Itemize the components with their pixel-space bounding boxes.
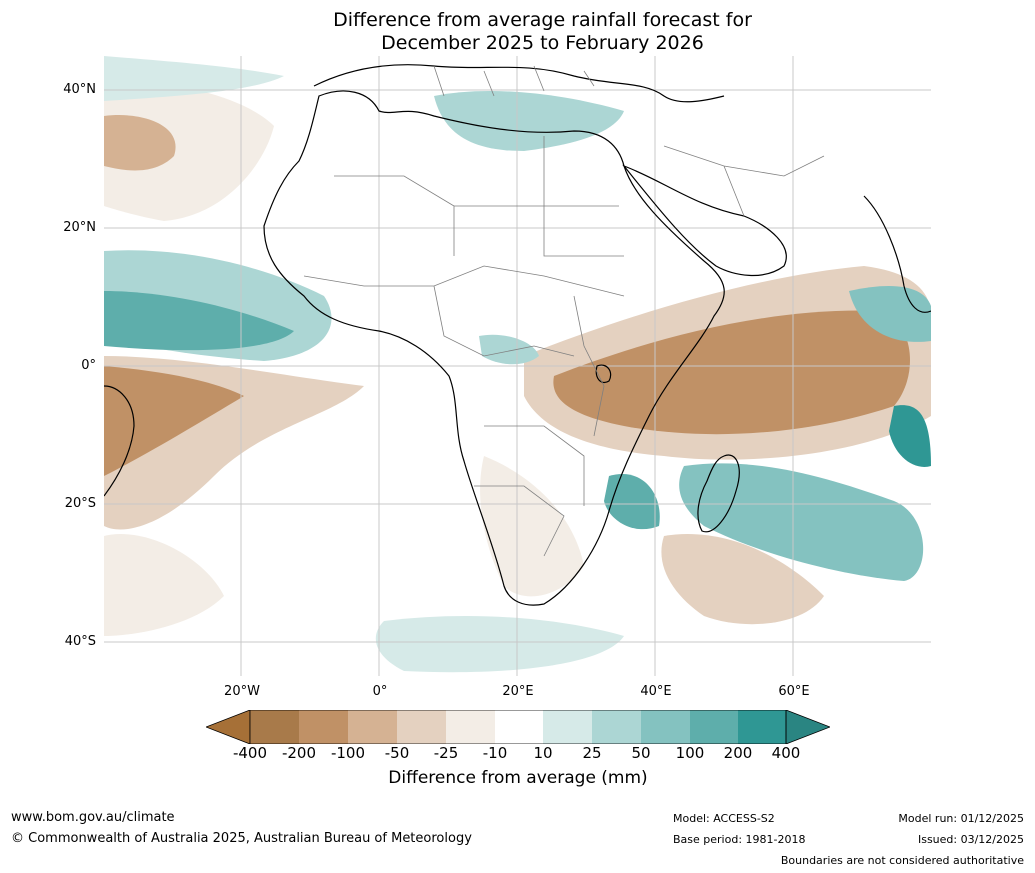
colorbar-bin-6 (495, 710, 543, 744)
colorbar-title: Difference from average (mm) (388, 768, 648, 788)
colorbar-tick: 10 (533, 744, 553, 762)
colorbar-bin-3 (348, 710, 397, 744)
colorbar-tick: 50 (631, 744, 651, 762)
lat-label-40n: 40°N (63, 82, 96, 97)
border-southern-africa-2 (474, 485, 565, 557)
lon-label-40e: 40°E (640, 684, 672, 699)
wet-region-mediterranean (434, 91, 624, 151)
colorbar-bin-11 (738, 710, 786, 744)
colorbar-tick: -50 (384, 744, 410, 762)
colorbar-bin-8 (592, 710, 641, 744)
colorbar-tick: 400 (771, 744, 801, 762)
wet-region-south-indian-ocean-core (889, 405, 931, 467)
border-east-africa (573, 295, 605, 437)
india-coastline (863, 195, 931, 313)
lake-victoria (595, 364, 612, 384)
colorbar-tick: 200 (723, 744, 753, 762)
border-central-africa (433, 285, 575, 357)
border-egypt-sudan (543, 136, 619, 207)
lat-label-equator: 0° (81, 358, 96, 373)
website-link[interactable]: www.bom.gov.au/climate (11, 810, 175, 825)
colorbar-arrow-right (785, 710, 830, 744)
colorbar-tick: -200 (281, 744, 317, 762)
lon-label-60e: 60°E (778, 684, 810, 699)
colorbar-bin-2 (299, 710, 348, 744)
lon-label-20e: 20°E (502, 684, 534, 699)
europe-coastline (313, 64, 725, 103)
base-period-text: Base period: 1981-2018 (673, 833, 806, 846)
border-europe (433, 65, 595, 97)
colorbar-tick: 25 (582, 744, 602, 762)
map-panel (104, 56, 931, 676)
border-sahara-1 (334, 175, 455, 256)
south-america-coastline (104, 385, 135, 497)
title-line-1: Difference from average rainfall forecas… (333, 9, 752, 31)
border-southern-africa-1 (484, 425, 585, 506)
dry-region-south-indian-ocean (661, 534, 824, 625)
wet-region-madagascar-channel (604, 474, 660, 530)
dry-region-southern-africa (480, 456, 584, 597)
copyright-text: © Commonwealth of Australia 2025, Austra… (11, 831, 472, 846)
africa-coastline (263, 90, 725, 606)
colorbar-bin-1 (250, 710, 299, 744)
country-borders (303, 65, 825, 557)
wet-region-congo (479, 334, 539, 365)
colorbar-bin-9 (641, 710, 690, 744)
wet-region-north-atlantic-band (104, 56, 284, 101)
dry-region-south-atlantic (104, 534, 224, 636)
disclaimer-text: Boundaries are not considered authoritat… (780, 854, 1024, 867)
graticule (104, 56, 931, 676)
coastlines (104, 64, 931, 606)
dry-region-north-atlantic (104, 83, 274, 221)
issued-text: Issued: 03/12/2025 (917, 833, 1024, 846)
madagascar-coastline (697, 454, 740, 533)
wet-region-arabian-sea (849, 286, 931, 342)
colorbar-tick: -400 (232, 744, 268, 762)
map-title: Difference from average rainfall forecas… (0, 9, 1035, 55)
wet-region-southwest-indian-ocean (679, 463, 924, 581)
dry-region-brazil-core (104, 366, 244, 476)
colorbar-tick: -100 (330, 744, 366, 762)
lat-label-20s: 20°S (64, 496, 96, 511)
colorbar-outline (249, 710, 787, 744)
border-sahara-2 (454, 205, 624, 257)
colorbar-arrow-left (206, 710, 251, 744)
wet-anomaly-regions (104, 56, 931, 673)
colorbar-bin-5 (446, 710, 495, 744)
model-run-text: Model run: 01/12/2025 (898, 812, 1024, 825)
dry-region-indian-ocean-core (553, 310, 911, 435)
lon-label-0: 0° (372, 684, 388, 699)
border-sahel (303, 265, 625, 297)
title-line-2: December 2025 to February 2026 (381, 32, 704, 54)
dry-anomaly-regions (104, 83, 931, 636)
wet-region-equatorial-atlantic-core (104, 291, 294, 351)
model-text: Model: ACCESS-S2 (673, 812, 775, 825)
colorbar-bin-4 (397, 710, 446, 744)
arabia-coastline (622, 164, 787, 277)
colorbar-bin-7 (543, 710, 592, 744)
lat-label-40s: 40°S (64, 634, 96, 649)
colorbar-bin-10 (690, 710, 738, 744)
wet-region-south-atlantic (375, 616, 624, 673)
colorbar-tick: -25 (433, 744, 459, 762)
lon-label-20w: 20°W (224, 684, 260, 699)
lat-label-20n: 20°N (63, 220, 96, 235)
rainfall-map (104, 56, 931, 676)
dry-region-north-atlantic-core (104, 115, 176, 171)
colorbar-tick: -10 (482, 744, 508, 762)
border-middle-east (663, 145, 825, 217)
colorbar-legend (206, 710, 830, 744)
colorbar-tick: 100 (675, 744, 705, 762)
